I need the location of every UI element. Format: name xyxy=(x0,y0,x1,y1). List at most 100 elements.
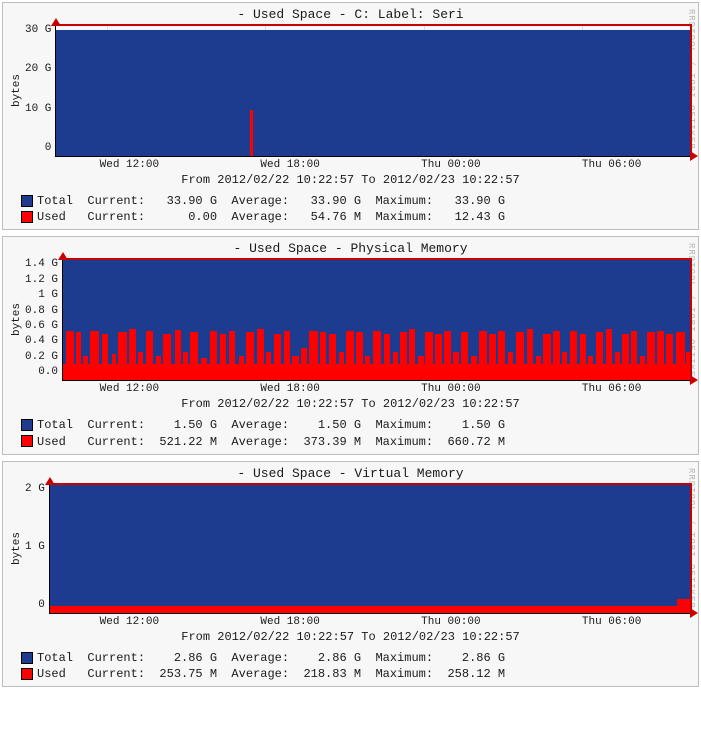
used-spike xyxy=(606,329,612,380)
used-spike xyxy=(622,334,629,380)
used-spike xyxy=(562,352,567,381)
used-spike xyxy=(570,331,578,381)
used-spike xyxy=(400,332,407,380)
y-ticks: 30 G20 G10 G0 xyxy=(25,24,55,154)
used-spike xyxy=(508,352,513,380)
y-ticks: 1.4 G1.2 G1 G0.8 G0.6 G0.4 G0.2 G0.0 xyxy=(25,258,62,378)
y-tick-label: 0.4 G xyxy=(25,335,58,347)
used-spike xyxy=(175,330,181,380)
used-spike xyxy=(631,331,637,381)
series-used-spikes xyxy=(50,485,690,613)
used-spike xyxy=(516,332,524,380)
x-tick-label: Wed 12:00 xyxy=(100,616,159,628)
legend-row: Total Current: 1.50 G Average: 1.50 G Ma… xyxy=(21,417,692,433)
x-ticks: Wed 12:00 Wed 18:00 Thu 00:00 Thu 06:00 xyxy=(9,157,692,171)
y-axis-label: bytes xyxy=(9,74,25,107)
chart-title: - Used Space - C: Label: Seri xyxy=(9,7,692,24)
y-axis-label: bytes xyxy=(9,303,25,336)
plot-area xyxy=(55,24,692,157)
chart-title: - Used Space - Virtual Memory xyxy=(9,466,692,483)
legend-swatch xyxy=(21,195,33,207)
legend-swatch xyxy=(21,652,33,664)
used-spike xyxy=(229,331,236,381)
used-spike xyxy=(527,329,533,380)
used-spike xyxy=(118,332,127,380)
legend-row: Used Current: 521.22 M Average: 373.39 M… xyxy=(21,434,692,450)
chart-panel-virtmem: RRDTOOL / TOBI OETIKER - Used Space - Vi… xyxy=(2,461,699,687)
used-spike xyxy=(471,356,477,380)
y-tick-label: 1.2 G xyxy=(25,274,58,286)
used-spike xyxy=(425,332,433,380)
used-spike xyxy=(536,356,541,380)
time-range-caption: From 2012/02/22 10:22:57 To 2012/02/23 1… xyxy=(9,171,692,193)
legend: Total Current: 1.50 G Average: 1.50 G Ma… xyxy=(9,417,692,449)
used-spike xyxy=(489,334,495,380)
axis-arrow-right xyxy=(690,608,698,618)
rrd-panels-container: RRDTOOL / TOBI OETIKER - Used Space - C:… xyxy=(2,2,699,687)
used-spike xyxy=(498,331,505,381)
used-spike xyxy=(553,331,559,381)
used-spike xyxy=(666,334,673,380)
used-spike xyxy=(676,332,685,380)
used-spike xyxy=(201,358,207,380)
used-spike xyxy=(183,352,187,380)
y-tick-label: 1.4 G xyxy=(25,258,58,270)
legend-row: Total Current: 2.86 G Average: 2.86 G Ma… xyxy=(21,650,692,666)
used-spike xyxy=(339,352,344,380)
chart-panel-disk: RRDTOOL / TOBI OETIKER - Used Space - C:… xyxy=(2,2,699,230)
x-tick-label: Thu 06:00 xyxy=(582,616,641,628)
legend-swatch xyxy=(21,435,33,447)
used-spike xyxy=(112,354,116,380)
legend-text: Total Current: 33.90 G Average: 33.90 G … xyxy=(37,194,505,208)
axis-arrow-right xyxy=(690,375,698,385)
used-spike xyxy=(479,331,487,381)
legend-text: Used Current: 0.00 Average: 54.76 M Maxi… xyxy=(37,210,505,224)
x-tick-label: Wed 18:00 xyxy=(260,159,319,171)
y-tick-label: 0.2 G xyxy=(25,351,58,363)
axis-arrow-right xyxy=(690,151,698,161)
plot-wrap xyxy=(55,24,692,157)
used-spike xyxy=(461,332,469,380)
used-spike xyxy=(320,332,326,380)
used-spike xyxy=(301,348,307,380)
x-tick-label: Thu 06:00 xyxy=(582,383,641,395)
used-spike xyxy=(588,356,593,380)
series-used-spikes xyxy=(56,26,690,156)
used-spike xyxy=(329,334,336,380)
chart-row: bytes2 G1 G0 xyxy=(9,483,692,614)
x-tick-label: Wed 18:00 xyxy=(260,616,319,628)
used-spike xyxy=(138,352,143,380)
used-spike xyxy=(90,331,99,381)
used-spike xyxy=(393,352,398,380)
used-spike xyxy=(246,332,254,380)
used-spike xyxy=(250,110,254,156)
chart-title: - Used Space - Physical Memory xyxy=(9,241,692,258)
y-tick-label: 0.0 xyxy=(38,366,58,378)
plot-area xyxy=(49,483,692,614)
y-tick-label: 20 G xyxy=(25,63,51,75)
time-range-caption: From 2012/02/22 10:22:57 To 2012/02/23 1… xyxy=(9,395,692,417)
legend-swatch xyxy=(21,211,33,223)
y-tick-label: 0.6 G xyxy=(25,320,58,332)
chart-panel-physmem: RRDTOOL / TOBI OETIKER - Used Space - Ph… xyxy=(2,236,699,454)
used-spike xyxy=(444,331,451,381)
x-tick-label: Thu 00:00 xyxy=(421,159,480,171)
used-spike xyxy=(210,331,218,381)
legend: Total Current: 2.86 G Average: 2.86 G Ma… xyxy=(9,650,692,682)
legend-swatch xyxy=(21,419,33,431)
series-used-spikes xyxy=(63,260,690,380)
y-tick-label: 10 G xyxy=(25,103,51,115)
used-spike xyxy=(543,334,551,380)
used-spike xyxy=(365,356,370,380)
axis-arrow-up xyxy=(58,252,68,260)
used-spike xyxy=(66,331,74,381)
plot-area xyxy=(62,258,692,381)
x-tick-label: Wed 12:00 xyxy=(100,159,159,171)
used-spike xyxy=(190,332,198,380)
legend-row: Total Current: 33.90 G Average: 33.90 G … xyxy=(21,193,692,209)
y-axis-label: bytes xyxy=(9,532,25,565)
used-spike xyxy=(647,332,655,380)
legend-text: Total Current: 2.86 G Average: 2.86 G Ma… xyxy=(37,651,505,665)
x-tick-label: Thu 06:00 xyxy=(582,159,641,171)
legend-row: Used Current: 253.75 M Average: 218.83 M… xyxy=(21,666,692,682)
